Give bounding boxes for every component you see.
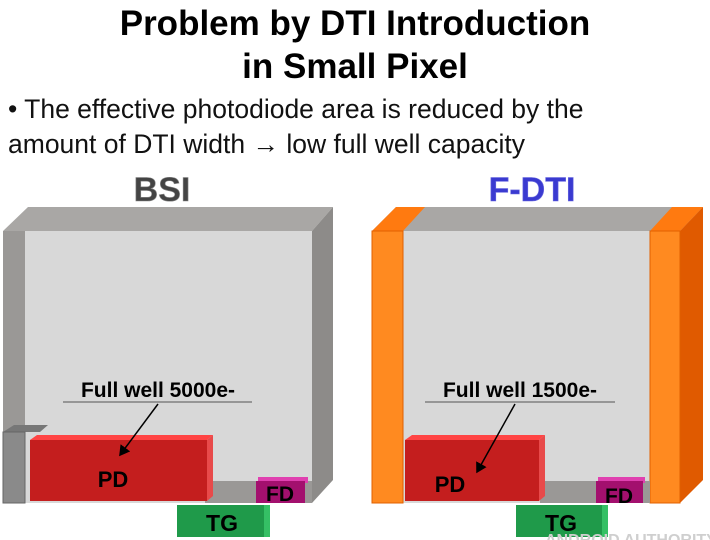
bsi-fd-block xyxy=(256,481,305,503)
fdti-heading: F-DTI xyxy=(489,171,576,209)
fdti-arrow xyxy=(476,403,516,474)
fdti-right-dti xyxy=(649,230,681,504)
bsi-tg-block xyxy=(177,505,270,537)
fdti-fd-block xyxy=(596,481,643,503)
bsi-pd-top xyxy=(30,435,213,440)
bsi-tg-side xyxy=(264,505,270,537)
bullet-line2: amount of DTI width → low full well capa… xyxy=(8,129,525,159)
fdti-pd-top xyxy=(405,435,545,440)
fdti-right-dti-top xyxy=(650,207,703,231)
fdti-right-face xyxy=(680,207,703,503)
fdti-fd-top xyxy=(598,477,645,483)
bsi-fd-top xyxy=(258,477,308,483)
bsi-pd-side xyxy=(207,435,213,501)
fdti-pd-side xyxy=(539,435,545,501)
fdti-pd-label: PD xyxy=(435,472,466,497)
fdti-tg-side xyxy=(602,505,608,537)
fdti-full-well-label: Full well 1500e- xyxy=(443,379,597,402)
bullet-line1: • The effective photodiode area is reduc… xyxy=(8,94,584,124)
fdti-pd-block xyxy=(405,440,539,501)
slide-title-line1: Problem by DTI Introduction xyxy=(119,4,591,43)
bsi-pd-label: PD xyxy=(98,467,129,492)
watermark: ANDROID AUTHORITY xyxy=(545,532,710,540)
bsi-heading: BSI xyxy=(134,171,191,209)
fdti-tg-block xyxy=(516,505,608,537)
fdti-fd-label: FD xyxy=(605,485,633,508)
bsi-tg-label: TG xyxy=(206,510,238,536)
bsi-full-well-label: Full well 5000e- xyxy=(81,379,235,402)
bsi-panel: BSI PD FD TG Full well 5000e- xyxy=(2,171,333,537)
bsi-fd-label: FD xyxy=(266,483,294,506)
fdti-top-face xyxy=(372,207,703,231)
bsi-pd-block xyxy=(30,440,207,501)
bsi-small-block-front xyxy=(2,431,26,504)
bsi-small-block xyxy=(3,425,48,432)
fdti-panel: F-DTI PD FD TG Full well 1500e- xyxy=(371,171,703,537)
bsi-right-face xyxy=(312,207,333,503)
bsi-top-face xyxy=(3,207,333,231)
slide-title-line2: in Small Pixel xyxy=(242,47,468,86)
fdti-left-dti-top xyxy=(372,207,425,231)
fdti-left-dti xyxy=(371,230,404,504)
bsi-arrow xyxy=(119,403,159,457)
fdti-tg-label: TG xyxy=(545,510,577,536)
